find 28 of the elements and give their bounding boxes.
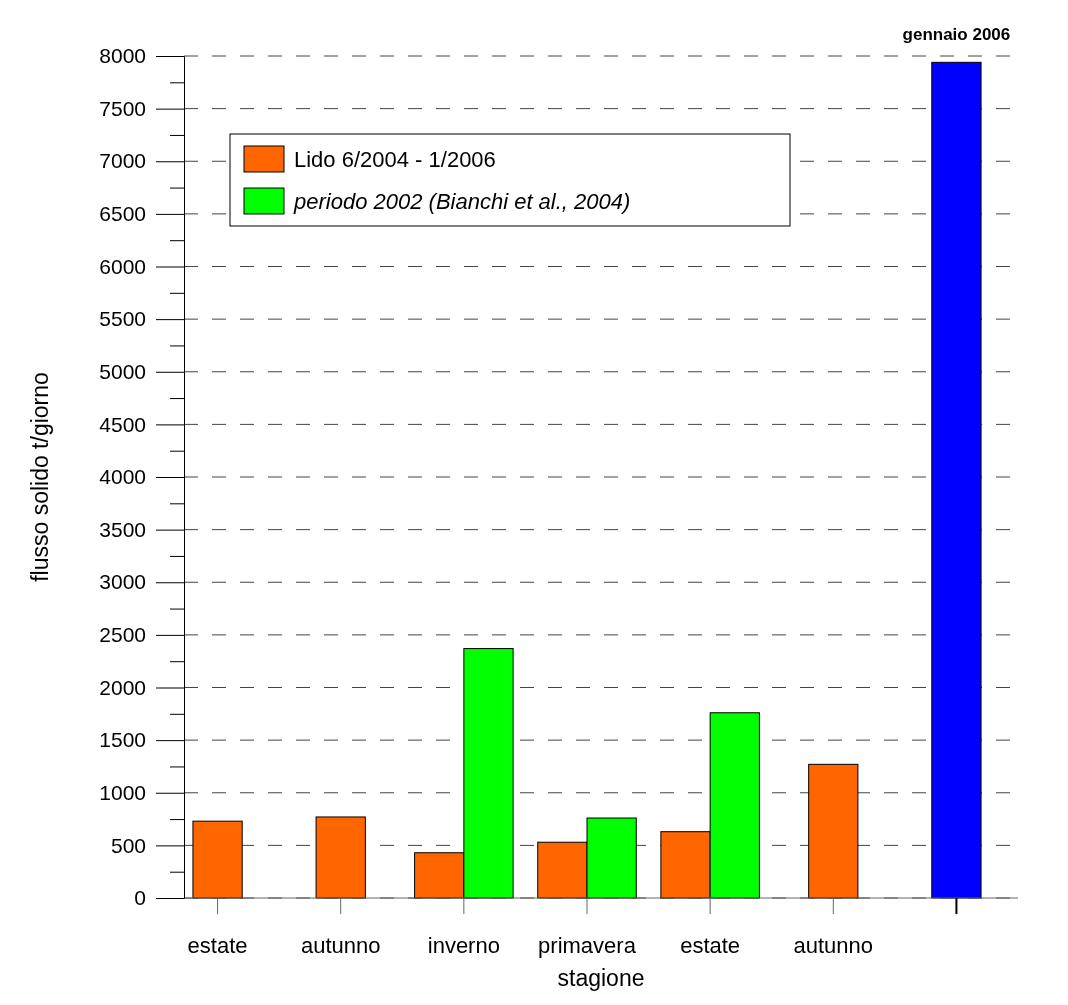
y-tick-label: 3000 [99, 570, 146, 594]
x-tick-label: inverno [427, 933, 500, 958]
y-tick-label: 1500 [99, 728, 146, 752]
y-tick-label: 3500 [99, 517, 146, 541]
y-tick-label: 6500 [99, 202, 146, 226]
legend-label: Lido 6/2004 - 1/2006 [294, 146, 496, 172]
text: gennaio 2006 [902, 25, 1011, 44]
y-tick-label: 1000 [99, 780, 146, 804]
x-tick-label: estate [187, 933, 248, 958]
x-tick-label: primavera [538, 933, 637, 958]
y-tick-label: 500 [110, 833, 146, 857]
x-tick-label: autunno [793, 933, 874, 958]
y-axis-title: flusso solido t/giorno [27, 372, 53, 582]
y-tick-label: 0 [134, 886, 146, 910]
x-axis-title: stagione [557, 965, 645, 991]
x-tick-label: autunno [300, 933, 381, 958]
y-tick-label: 4500 [99, 412, 146, 436]
y-tick-label: 4000 [99, 465, 146, 489]
y-tick-label: 8000 [99, 44, 146, 68]
y-tick-label: 7000 [99, 149, 146, 173]
legend-label: periodo 2002 (Bianchi et al., 2004) [293, 188, 631, 214]
y-tick-label: 5500 [99, 307, 146, 331]
x-tick-label: estate [680, 933, 741, 958]
y-tick-label: 7500 [99, 96, 146, 120]
y-tick-label: 2500 [99, 623, 146, 647]
y-tick-label: 6000 [99, 254, 146, 278]
y-tick-label: 2000 [99, 675, 146, 699]
y-tick-label: 5000 [99, 359, 146, 383]
